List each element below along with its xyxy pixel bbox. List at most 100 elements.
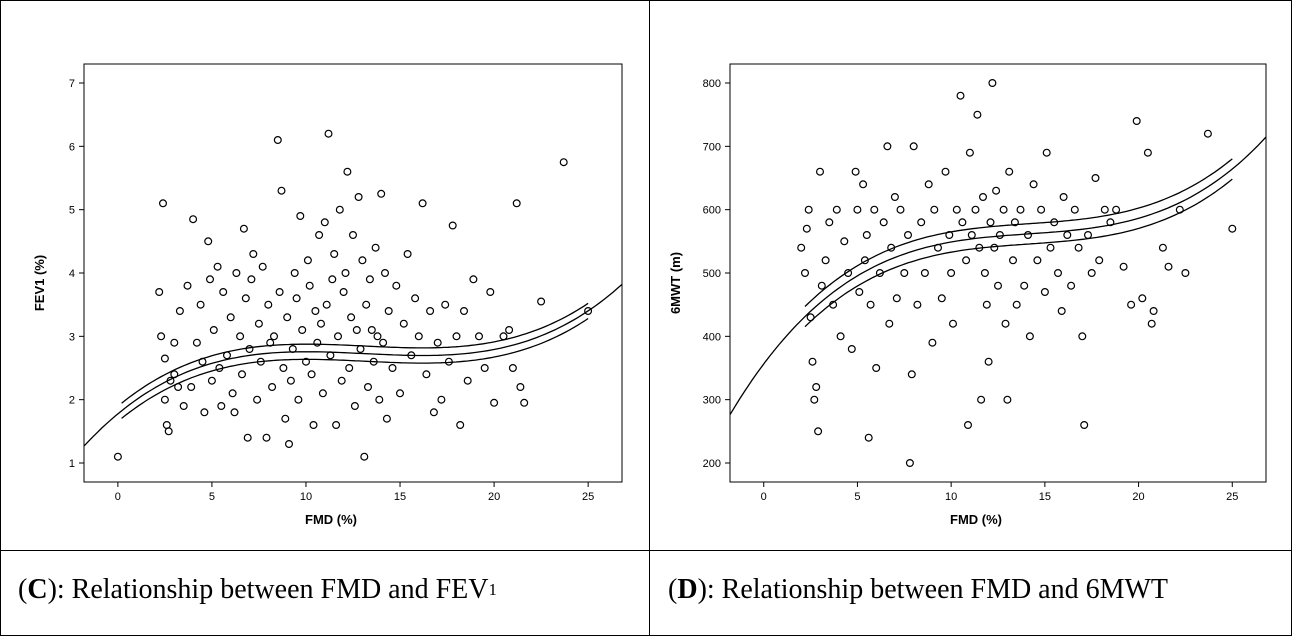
ci-upper-line [804, 158, 1233, 307]
data-point [516, 383, 525, 392]
data-point [113, 452, 122, 461]
y-tick-label: 700 [703, 141, 721, 153]
data-point [1003, 395, 1012, 404]
caption-d: (D): Relationship between FMD and 6MWT [668, 574, 1169, 605]
data-point [358, 256, 367, 265]
data-point [303, 256, 312, 265]
data-point [392, 281, 401, 290]
data-point [339, 288, 348, 297]
data-point [892, 294, 901, 303]
data-point [1087, 269, 1096, 278]
data-point [318, 389, 327, 398]
plot-frame [729, 63, 1267, 483]
data-point [995, 231, 1004, 240]
data-point [1050, 218, 1059, 227]
divider-vertical [649, 0, 650, 636]
data-point [949, 319, 958, 328]
data-point [273, 136, 282, 145]
data-point [399, 319, 408, 328]
data-point [223, 351, 232, 360]
x-tick-label: 25 [582, 491, 594, 503]
data-point [170, 338, 179, 347]
data-point [345, 364, 354, 373]
data-point [247, 275, 256, 284]
x-tick-label: 20 [1132, 491, 1144, 503]
data-point [292, 294, 301, 303]
data-point [433, 338, 442, 347]
data-point [266, 338, 275, 347]
data-point [379, 338, 388, 347]
data-point [281, 414, 290, 423]
data-point [832, 205, 841, 214]
data-point [382, 414, 391, 423]
y-axis-title: 6MWT (m) [668, 252, 683, 314]
data-point [396, 389, 405, 398]
data-point [1059, 193, 1068, 202]
data-point [258, 262, 267, 271]
data-point [426, 307, 435, 316]
data-point [174, 383, 183, 392]
data-point [347, 313, 356, 322]
data-point [836, 332, 845, 341]
data-point [814, 427, 823, 436]
data-point [207, 376, 216, 385]
data-point [866, 300, 875, 309]
data-point [264, 300, 273, 309]
data-point [411, 294, 420, 303]
data-point [994, 281, 1003, 290]
data-point [879, 218, 888, 227]
y-axis-title: FEV1 (%) [32, 255, 47, 311]
y-tick-label: 600 [703, 205, 721, 217]
data-point [328, 275, 337, 284]
data-point [164, 427, 173, 436]
plot-frame [83, 63, 623, 483]
border-right [1291, 0, 1292, 636]
data-point [245, 345, 254, 354]
data-point [155, 288, 164, 297]
data-point [930, 205, 939, 214]
data-point [1033, 256, 1042, 265]
data-point [1127, 300, 1136, 309]
data-point [992, 186, 1001, 195]
data-point [1084, 231, 1093, 240]
data-point [806, 313, 815, 322]
data-point [298, 326, 307, 335]
data-point [288, 345, 297, 354]
data-point [236, 332, 245, 341]
y-tick-label: 1 [69, 458, 75, 470]
data-point [984, 357, 993, 366]
x-tick-label: 10 [945, 491, 957, 503]
data-point [364, 383, 373, 392]
data-point [804, 205, 813, 214]
x-tick-label: 0 [761, 491, 767, 503]
data-point [965, 148, 974, 157]
data-point [977, 395, 986, 404]
data-point [192, 338, 201, 347]
data-point [956, 91, 965, 100]
data-point [441, 300, 450, 309]
data-point [388, 364, 397, 373]
border-left [0, 0, 1, 636]
data-point [448, 221, 457, 230]
data-point [315, 231, 324, 240]
data-point [270, 332, 279, 341]
data-point [512, 199, 521, 208]
data-point [198, 357, 207, 366]
data-point [1112, 205, 1121, 214]
data-point [444, 357, 453, 366]
data-point [859, 180, 868, 189]
y-tick-label: 2 [69, 395, 75, 407]
border-bottom [0, 635, 1292, 636]
data-point [1149, 307, 1158, 316]
data-point [980, 269, 989, 278]
data-point [559, 158, 568, 167]
data-point [215, 364, 224, 373]
data-point [537, 297, 546, 306]
x-tick-label: 15 [1039, 491, 1051, 503]
data-point [486, 288, 495, 297]
data-point [313, 338, 322, 347]
data-point [159, 199, 168, 208]
data-point [802, 224, 811, 233]
data-point [349, 231, 358, 240]
data-point [872, 364, 881, 373]
